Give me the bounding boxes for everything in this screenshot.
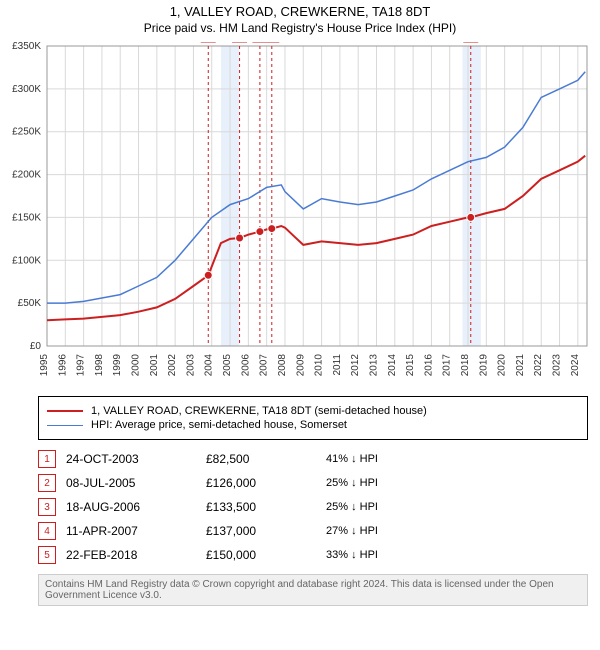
x-tick-label: 2010 [314,354,325,377]
event-number-box: 3 [38,498,56,516]
legend-item: 1, VALLEY ROAD, CREWKERNE, TA18 8DT (sem… [47,405,579,417]
x-tick-label: 2004 [204,354,215,377]
event-number-box: 1 [38,450,56,468]
x-tick-label: 2017 [442,354,453,377]
y-tick-label: £200K [12,170,41,181]
event-row: 5 22-FEB-2018£150,00033% ↓ HPI [38,546,588,564]
x-tick-label: 2015 [405,354,416,377]
event-date: 11-APR-2007 [66,524,206,538]
event-number-box: 2 [38,474,56,492]
chart-plot: £0 £50K £100K £150K £200K £250K £300K £350K 1995… [3,42,597,390]
x-tick-label: 2014 [387,354,398,377]
title-line-2: Price paid vs. HM Land Registry's House … [0,21,600,37]
event-price: £150,000 [206,548,326,562]
x-tick-label: 2009 [295,354,306,377]
event-row: 3 18-AUG-2006£133,50025% ↓ HPI [38,498,588,516]
event-table: 1 24-OCT-2003£82,50041% ↓ HPI 2 08-JUL-2005… [38,450,588,564]
x-tick-label: 2022 [533,354,544,377]
x-tick-label: 2000 [131,354,142,377]
event-number-box: 5 [38,546,56,564]
legend-box: 1, VALLEY ROAD, CREWKERNE, TA18 8DT (sem… [38,396,588,440]
event-row: 2 08-JUL-2005£126,00025% ↓ HPI [38,474,588,492]
y-tick-label: £100K [12,256,41,267]
legend-label: HPI: Average price, semi-detached house,… [91,419,347,431]
legend-swatch [47,410,83,412]
x-tick-label: 2002 [167,354,178,377]
event-delta: 27% ↓ HPI [326,525,446,537]
x-tick-label: 1997 [76,354,87,377]
legend-label: 1, VALLEY ROAD, CREWKERNE, TA18 8DT (sem… [91,405,427,417]
event-price: £137,000 [206,524,326,538]
event-delta: 25% ↓ HPI [326,477,446,489]
x-tick-label: 1996 [57,354,68,377]
x-tick-label: 2001 [149,354,160,377]
x-tick-label: 2012 [350,354,361,377]
y-tick-label: £250K [12,127,41,138]
x-tick-label: 2011 [332,354,343,376]
event-date: 08-JUL-2005 [66,476,206,490]
event-row: 1 24-OCT-2003£82,50041% ↓ HPI [38,450,588,468]
x-tick-label: 2016 [423,354,434,377]
y-tick-label: £50K [18,299,42,310]
x-tick-label: 2003 [185,354,196,377]
event-delta: 33% ↓ HPI [326,549,446,561]
x-tick-label: 2019 [478,354,489,377]
event-date: 18-AUG-2006 [66,500,206,514]
x-tick-label: 1999 [112,354,123,377]
legend-item: HPI: Average price, semi-detached house,… [47,419,579,431]
x-tick-label: 2021 [515,354,526,377]
chart-title: 1, VALLEY ROAD, CREWKERNE, TA18 8DT Pric… [0,0,600,36]
x-tick-label: 1995 [39,354,50,377]
title-line-1: 1, VALLEY ROAD, CREWKERNE, TA18 8DT [0,4,600,21]
event-price: £82,500 [206,452,326,466]
x-tick-label: 2007 [259,354,270,377]
event-price: £133,500 [206,500,326,514]
y-tick-label: £300K [12,84,41,95]
x-tick-label: 2020 [497,354,508,377]
x-tick-label: 2005 [222,354,233,377]
x-tick-label: 2006 [240,354,251,377]
x-tick-label: 2008 [277,354,288,377]
y-tick-label: £350K [12,42,41,52]
x-tick-label: 2013 [368,354,379,377]
y-tick-label: £150K [12,213,41,224]
y-tick-label: £0 [30,341,42,352]
event-price: £126,000 [206,476,326,490]
event-number-box: 4 [38,522,56,540]
x-tick-label: 1998 [94,354,105,377]
x-tick-label: 2024 [570,354,581,377]
legend-swatch [47,425,83,426]
event-date: 24-OCT-2003 [66,452,206,466]
event-delta: 25% ↓ HPI [326,501,446,513]
event-row: 4 11-APR-2007£137,00027% ↓ HPI [38,522,588,540]
event-date: 22-FEB-2018 [66,548,206,562]
x-tick-label: 2023 [552,354,563,377]
event-delta: 41% ↓ HPI [326,453,446,465]
x-tick-label: 2018 [460,354,471,377]
footer-attribution: Contains HM Land Registry data © Crown c… [38,574,588,606]
